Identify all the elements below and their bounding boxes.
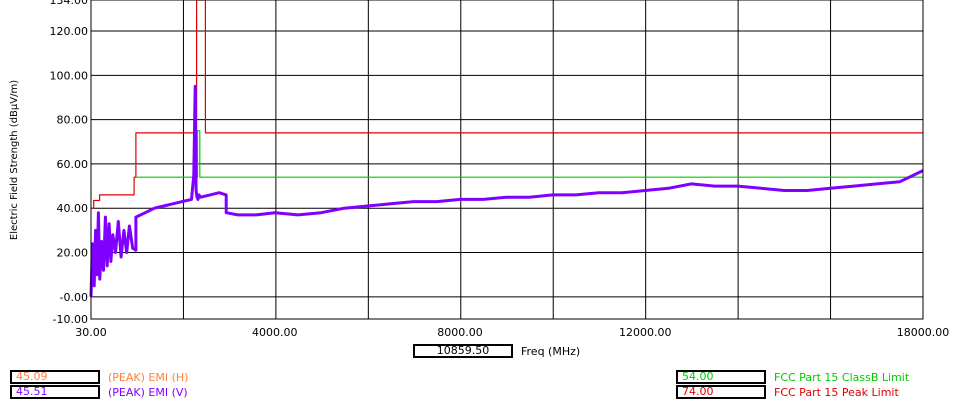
legend-label-classb-limit: FCC Part 15 ClassB Limit: [774, 370, 910, 384]
legend-value-peak-limit: 74.00: [676, 385, 766, 399]
series-line-fcc-part-15-classb-limit: [135, 130, 923, 178]
y-tick-label: 80.00: [57, 114, 89, 127]
x-tick-label: 8000.00: [437, 326, 483, 339]
legend-label-peak-limit: FCC Part 15 Peak Limit: [774, 385, 899, 399]
y-tick-label: 120.00: [50, 25, 89, 38]
y-tick-label: 20.00: [57, 247, 89, 260]
x-tick-labels: 30.00 4000.00 8000.00 12000.00 18000.00: [75, 326, 949, 339]
y-axis-label: Electric Field Strength (dBµV/m): [9, 80, 20, 240]
legend-label-emi-h: (PEAK) EMI (H): [108, 370, 189, 384]
y-tick-labels: 134.00 120.00 100.00 80.00 60.00 40.00 20.00 -0…: [50, 0, 89, 326]
y-tick-label: 40.00: [57, 202, 89, 215]
x-tick-label: 4000.00: [252, 326, 298, 339]
plot-area: [91, 0, 923, 319]
y-tick-label: 100.00: [50, 69, 89, 82]
x-tick-label: 30.00: [75, 326, 107, 339]
cursor-frequency-box[interactable]: 10859.50: [413, 344, 513, 358]
x-tick-label: 12000.00: [619, 326, 672, 339]
y-tick-label: 134.00: [50, 0, 89, 7]
x-tick-label: 18000.00: [897, 326, 950, 339]
series-lines: [89, 0, 924, 297]
legend-value-emi-v: 45.51: [10, 385, 100, 399]
x-axis-label: Freq (MHz): [521, 345, 581, 358]
legend-item-emi-v: 45.51 (PEAK) EMI (V): [10, 385, 188, 399]
y-tick-label: 60.00: [57, 158, 89, 171]
legend-label-emi-v: (PEAK) EMI (V): [108, 385, 188, 399]
legend-value-emi-h: 45.09: [10, 370, 100, 384]
legend-item-classb-limit: 54.00 FCC Part 15 ClassB Limit: [676, 370, 909, 384]
series-line-peak-emi-v: [89, 84, 924, 297]
y-tick-label: -0.00: [60, 291, 88, 304]
legend-item-peak-limit: 74.00 FCC Part 15 Peak Limit: [676, 385, 899, 399]
y-tick-label: -10.00: [53, 313, 88, 326]
legend-item-emi-h: 45.09 (PEAK) EMI (H): [10, 370, 188, 384]
plot-border: [90, 0, 924, 320]
legend-value-classb-limit: 54.00: [676, 370, 766, 384]
